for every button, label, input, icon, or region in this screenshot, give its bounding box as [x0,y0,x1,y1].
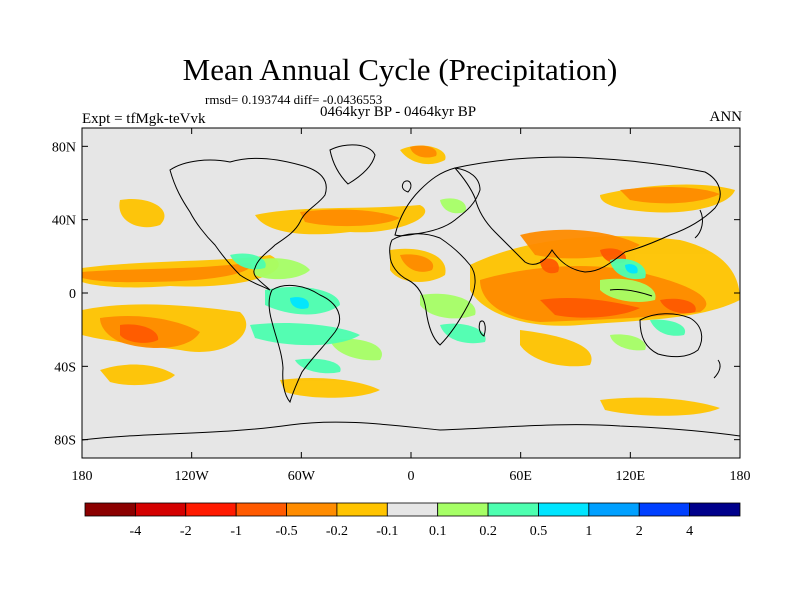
colorbar-swatch [538,502,590,517]
colorbar-labels: -4 -2 -1 -0.5 -0.2 -0.1 0.1 0.2 0.5 1 2 … [130,524,694,539]
colorbar [84,502,741,517]
coastline-africa [389,233,476,346]
colorbar-label: 2 [636,524,643,539]
colorbar-swatch [235,502,287,517]
colorbar-swatch [286,502,338,517]
x-tick-label: 60W [288,469,316,484]
anomaly-patch [540,258,559,274]
coastline-asia [454,156,721,273]
colorbar-label: 0.2 [479,524,497,539]
anomaly-patch [280,378,380,398]
coastline-madagascar [478,320,486,337]
colorbar-swatch [185,502,237,517]
x-tick-label: 120E [616,469,646,484]
anomaly-patch [540,297,640,318]
x-tick-label: 180 [730,469,751,484]
anomaly-patch [120,324,159,343]
coastline-north-america [169,157,327,291]
y-tick-label: 40N [52,214,76,229]
colorbar-swatch [84,502,136,517]
y-tick-label: 40S [54,360,76,375]
period-label: 0464kyr BP - 0464kyr BP [320,104,477,120]
colorbar-swatch [588,502,640,517]
anomaly-patch [480,265,707,322]
colorbar-label: -0.2 [326,524,348,539]
coastline-uk [401,180,412,193]
anomaly-patch [610,334,646,351]
coastline-japan [694,209,703,239]
anomaly-patch [600,397,720,416]
colorbar-label: -0.1 [376,524,398,539]
colorbar-label: 0.1 [429,524,447,539]
colorbar-swatch [638,502,691,517]
colorbar-swatch [437,502,489,517]
stats-label: rmsd= 0.193744 diff= -0.0436553 [205,92,383,107]
x-tick-label: 0 [408,469,415,484]
colorbar-swatch [134,502,187,517]
anomaly-patch [660,298,696,314]
y-axis-labels: 80N 40N 0 40S 80S [52,140,76,448]
x-axis-ticks [81,128,741,458]
anomaly-patch [295,358,341,374]
y-tick-label: 80S [54,434,76,449]
anomaly-patch [620,186,720,204]
x-tick-label: 180 [72,469,93,484]
anomaly-patch [410,145,437,158]
anomaly-patch [440,323,486,344]
colorbar-label: -0.5 [275,524,297,539]
chart-title: Mean Annual Cycle (Precipitation) [182,52,618,87]
season-label: ANN [709,109,743,125]
colorbar-swatch [386,502,439,517]
anomaly-patch [650,319,686,336]
colorbar-label: -4 [130,524,142,539]
coastline-antarctica [82,421,740,441]
anomaly-patch [520,330,592,367]
anomaly-patch [420,293,476,319]
colorbar-label: 0.5 [530,524,548,539]
y-tick-label: 80N [52,140,76,155]
colorbar-label: -1 [230,524,242,539]
coastline-south-america [268,284,340,404]
colorbar-swatch [487,502,539,517]
x-axis-labels: 180 120W 60W 0 60E 120E 180 [72,469,751,484]
anomaly-patch [400,254,434,272]
anomaly-patch [330,338,382,361]
coastline-europe [394,167,481,237]
anomaly-patch [290,297,309,309]
anomaly-patch [440,198,466,214]
anomaly-patch [625,264,638,274]
anomaly-patch [100,364,175,386]
x-tick-label: 60E [509,469,532,484]
colorbar-swatch [336,502,388,517]
coastline-newzealand [713,359,721,379]
colorbar-swatch [689,502,741,517]
coastline-greenland [329,144,376,185]
colorbar-label: 1 [585,524,592,539]
anomaly-patch [82,262,255,283]
anomaly-patch [119,199,165,228]
anomaly-patch [300,209,400,227]
x-tick-label: 120W [175,469,210,484]
coastline-indonesia [609,289,653,297]
y-tick-label: 0 [69,287,76,302]
y-axis-ticks [82,145,740,441]
coastline-australia [639,313,703,358]
colorbar-label: 4 [686,524,693,539]
colorbar-label: -2 [180,524,192,539]
anomaly-patch [230,253,266,270]
coastlines [82,144,740,441]
experiment-label: Expt = tfMgk-teVvk [82,111,206,127]
precipitation-field [82,145,740,416]
